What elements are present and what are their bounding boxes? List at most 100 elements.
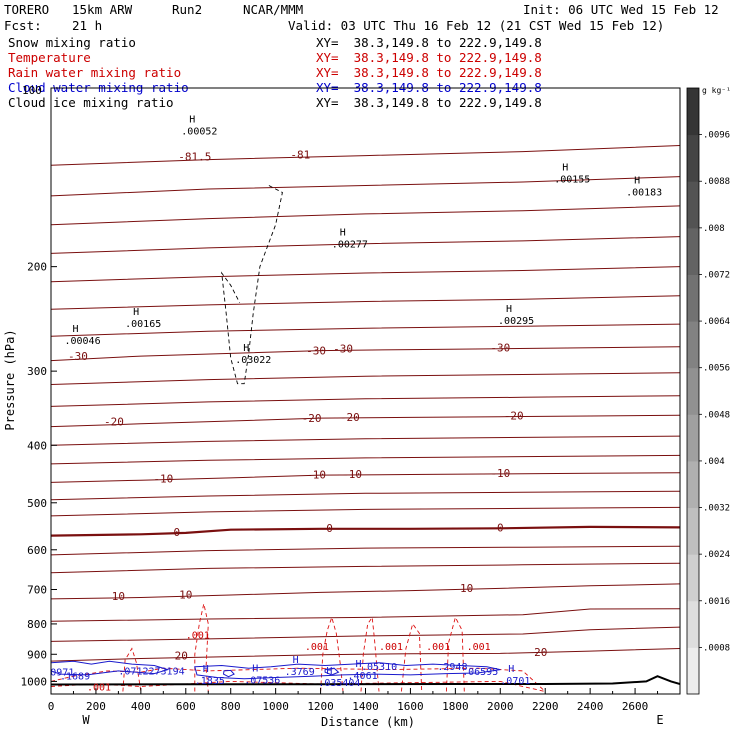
temperature-contour <box>51 176 680 197</box>
temperature-contour <box>51 472 680 483</box>
colorbar-tick-label: .0056 <box>703 364 730 374</box>
extremum-value: .3769 <box>285 667 315 678</box>
field-cloudice-name: Cloud ice mixing ratio <box>8 95 174 110</box>
colorbar-tick-label: .0064 <box>703 317 730 327</box>
rain-contour <box>194 603 209 692</box>
extremum-value: .03022 <box>235 355 271 366</box>
rain-contour <box>320 615 344 692</box>
y-tick-label: 200 <box>27 261 47 274</box>
extremum-marker: H <box>252 664 258 675</box>
temperature-contour <box>51 395 680 407</box>
temperature-label: -81 <box>290 149 310 162</box>
colorbar-tick-label: .0048 <box>703 410 730 420</box>
temperature-contour <box>51 626 680 642</box>
x-tick-label: 600 <box>176 700 196 713</box>
extremum-value: .06595 <box>462 667 498 678</box>
rain-contour <box>51 667 546 692</box>
temperature-label: 10 <box>179 588 192 601</box>
colorbar-cell <box>687 554 699 602</box>
y-tick-label: 900 <box>27 648 47 661</box>
extremum-marker: H <box>243 343 249 354</box>
extremum-value: .00155 <box>554 175 590 186</box>
temperature-contour <box>51 562 680 574</box>
temperature-contour <box>51 414 680 428</box>
temperature-contour <box>51 145 680 166</box>
temperature-contour <box>51 525 680 537</box>
temperature-label: 10 <box>112 590 125 603</box>
y-axis-label: Pressure (hPa) <box>3 329 17 430</box>
y-tick-label-top: 100 <box>22 84 42 97</box>
temperature-contour <box>51 454 680 465</box>
temperature-label: -10 <box>153 473 173 486</box>
extremum-value: .0971 <box>44 667 74 678</box>
extremum-marker: H <box>189 114 195 125</box>
temperature-label: -10 <box>342 468 362 481</box>
extremum-value: .035404 <box>318 678 360 689</box>
colorbar-cell <box>687 181 699 229</box>
plot-area: -81.5 -81 -30 -30 -30 -30 -20 -20 -20 -20 -10 -10 -1… <box>44 114 680 694</box>
y-tick-label: 700 <box>27 584 47 597</box>
cloud-water-contour <box>324 667 340 676</box>
snow-contour <box>221 185 283 385</box>
extremum-value: .001 <box>87 683 111 694</box>
extremum-marker: H <box>72 324 78 335</box>
x-tick-label: 0 <box>48 700 55 713</box>
temperature-contour <box>51 205 680 226</box>
temperature-label: 20 <box>534 646 547 659</box>
cloud-water-contour <box>222 669 235 678</box>
temperature-label: -30 <box>490 342 510 355</box>
forecast-label: Fcst: <box>4 18 42 33</box>
field-temperature-xy: XY= 38.3,149.8 to 222.9,149.8 <box>316 50 542 65</box>
x-tick-label: 400 <box>131 700 151 713</box>
valid-time: Valid: 03 UTC Thu 16 Feb 12 (21 CST Wed … <box>288 18 665 33</box>
extremum-value: .001 <box>467 642 491 653</box>
field-rain-name: Rain water mixing ratio <box>8 65 182 80</box>
temperature-contour <box>51 323 680 337</box>
extremum-marker: H <box>562 163 568 174</box>
temperature-contour <box>51 295 680 310</box>
extremum-marker: H <box>506 304 512 315</box>
colorbar-cell <box>687 414 699 462</box>
extremum-marker: H <box>203 664 209 675</box>
colorbar-tick-label: .004 <box>703 457 725 467</box>
temperature-label: -30 <box>68 350 88 363</box>
x-tick-label: 2200 <box>532 700 559 713</box>
extremum-value: .001 <box>305 642 329 653</box>
temperature-contour <box>51 583 680 600</box>
extremum-value: .0712273194 <box>118 666 184 677</box>
temperature-contour <box>51 266 680 283</box>
colorbar-tick-label: .0024 <box>703 550 730 560</box>
y-tick-label: 300 <box>27 365 47 378</box>
x-tick-label: 1200 <box>307 700 334 713</box>
temperature-contour <box>51 648 680 662</box>
x-tick-label: 1800 <box>442 700 469 713</box>
axes: Pressure (hPa) Distance (km) W E 100 0 20… <box>3 84 664 729</box>
x-tick-label: 200 <box>86 700 106 713</box>
temperature-label: 20 <box>175 649 188 662</box>
model-resolution: 15km ARW <box>72 2 133 17</box>
temperature-label: -20 <box>504 410 524 423</box>
colorbar-cell <box>687 507 699 555</box>
rain-contour <box>400 622 423 692</box>
rain-contour <box>51 680 546 692</box>
colorbar-cell <box>687 134 699 182</box>
colorbar-tick-label: .0072 <box>703 270 730 280</box>
y-tick-label: 800 <box>27 618 47 631</box>
colorbar-cell <box>687 274 699 322</box>
colorbar-tick-label: .0088 <box>703 177 730 187</box>
x-tick-label: 1400 <box>352 700 379 713</box>
extremum-value: .00052 <box>181 126 217 137</box>
extremum-value: .05310 <box>361 662 397 673</box>
extremum-value: .00295 <box>498 316 534 327</box>
x-axis-label: Distance (km) <box>321 715 415 729</box>
extremum-value: .2948 <box>437 662 467 673</box>
extremum-marker: H <box>340 227 346 238</box>
rain-contour <box>360 616 380 692</box>
extremum-marker: H <box>508 664 514 675</box>
colorbar-cell <box>687 88 699 136</box>
colorbar-tick-label: .0016 <box>703 597 730 607</box>
rain-contour <box>445 616 465 692</box>
temperature-label: -20 <box>104 415 124 428</box>
